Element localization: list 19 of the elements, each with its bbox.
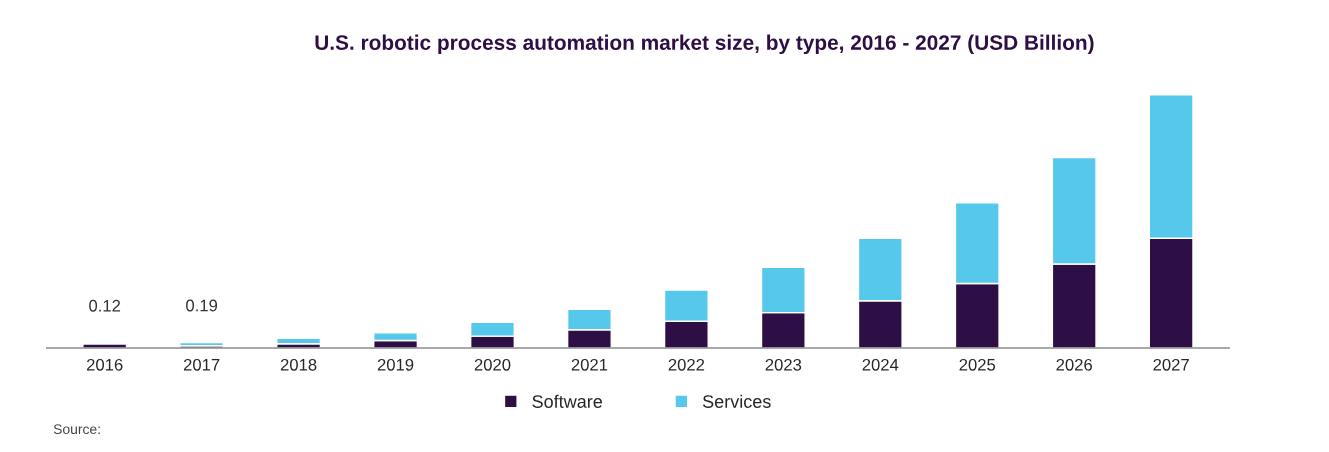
annotation: 0.19 — [186, 299, 218, 312]
x-tick-label: 2024 — [862, 358, 899, 371]
x-tick-label: 2016 — [86, 358, 123, 371]
x-tick-label: 2023 — [765, 358, 802, 371]
bar — [276, 337, 322, 345]
x-tick-label: 2021 — [571, 358, 608, 371]
x-tick-label: 2020 — [474, 358, 511, 371]
x-tick-label: 2017 — [183, 358, 220, 371]
legend-label: Software — [532, 394, 603, 408]
legend-label: Services — [702, 394, 771, 408]
x-tick-label: 2026 — [1056, 358, 1093, 371]
chart-title: U.S. robotic process automation market size, by type, 2016 - 2027 (USD Billion) — [315, 34, 1094, 55]
source-note: Source: — [53, 424, 100, 435]
annotation: 0.12 — [89, 299, 121, 312]
x-tick-label: 2019 — [377, 358, 414, 371]
x-tick-label: 2018 — [280, 358, 317, 371]
x-tick-label: 2025 — [959, 358, 996, 371]
x-tick-label: 2027 — [1153, 358, 1189, 371]
x-tick-label: 2022 — [668, 358, 705, 371]
